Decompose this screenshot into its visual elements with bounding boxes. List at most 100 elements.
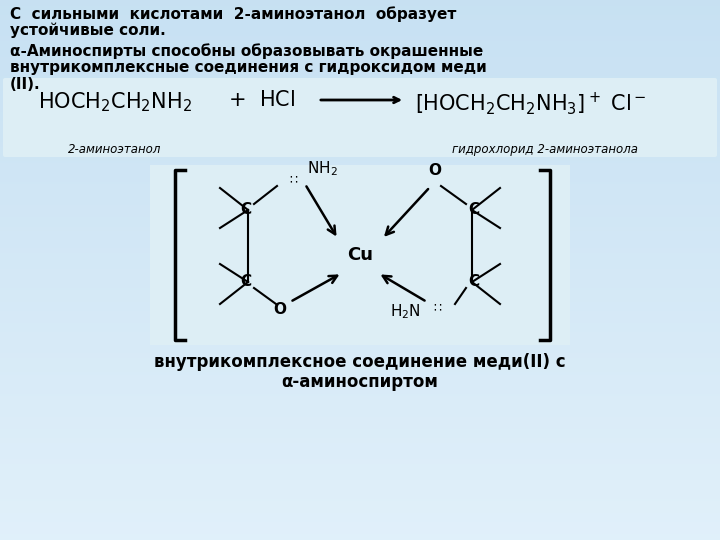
Bar [0,504,720,505]
Bar [0,134,720,135]
Bar [0,347,720,348]
Bar [0,242,720,243]
Bar [0,321,720,322]
Bar [0,324,720,325]
Bar [0,130,720,131]
Text: $\mathsf{+\ \ HCl}$: $\mathsf{+\ \ HCl}$ [228,90,295,110]
Bar [0,265,720,266]
Bar [0,125,720,126]
Bar [0,449,720,450]
Bar [0,65,720,66]
Bar [0,97,720,98]
Bar [0,177,720,178]
Bar [0,491,720,492]
Bar [0,286,720,287]
Bar [0,535,720,536]
Bar [0,514,720,515]
Bar [0,407,720,408]
Bar [0,167,720,168]
Bar [0,306,720,307]
Bar [0,228,720,229]
Bar [0,450,720,451]
Bar [0,468,720,469]
Bar [0,246,720,247]
Bar [0,295,720,296]
Bar [0,255,720,256]
Bar [0,32,720,33]
Text: Cu: Cu [347,246,373,264]
Bar [0,271,720,272]
Bar [0,397,720,398]
Bar [0,20,720,21]
Bar [0,502,720,503]
Bar [0,233,720,234]
Bar [0,108,720,109]
Bar [0,316,720,317]
Bar [0,161,720,162]
Bar [0,313,720,314]
Bar [0,258,720,259]
Bar [0,153,720,154]
Bar [0,217,720,218]
Text: α-Аминоспирты способны образовывать окрашенные: α-Аминоспирты способны образовывать окра… [10,43,483,59]
Bar [0,77,720,78]
Bar [0,426,720,427]
Bar [0,163,720,164]
Bar [0,78,720,79]
Bar [0,202,720,203]
Bar [0,388,720,389]
Bar [0,337,720,338]
Bar [0,191,720,192]
Bar [0,198,720,199]
Bar [0,249,720,250]
Bar [0,223,720,224]
Bar [0,187,720,188]
Bar [0,102,720,103]
Bar [0,342,720,343]
Bar [0,277,720,278]
Text: гидрохлорид 2-аминоэтанола: гидрохлорид 2-аминоэтанола [452,143,638,156]
Bar [0,375,720,376]
Bar [0,328,720,329]
Bar [0,248,720,249]
Bar [0,18,720,19]
Bar [0,183,720,184]
Bar [0,8,720,9]
Bar [0,309,720,310]
Bar [0,168,720,169]
Bar [0,195,720,196]
Bar [0,354,720,355]
Bar [0,99,720,100]
Bar [0,345,720,346]
Bar [0,349,720,350]
Bar [0,71,720,72]
Bar [0,326,720,327]
Bar [0,400,720,401]
Bar [0,6,720,7]
Bar [0,487,720,488]
Bar [0,86,720,87]
Bar [0,48,720,49]
Bar [0,508,720,509]
Bar [0,176,720,177]
Bar [0,205,720,206]
Bar [0,385,720,386]
Bar [0,274,720,275]
Bar [0,492,720,493]
Bar [0,252,720,253]
Bar [0,331,720,332]
Bar [0,137,720,138]
Bar [0,490,720,491]
Bar [0,98,720,99]
Bar [0,208,720,209]
Bar [0,263,720,264]
Bar [0,408,720,409]
Bar [0,216,720,217]
Bar [0,44,720,45]
Bar [0,127,720,128]
Bar [0,317,720,318]
Bar [0,356,720,357]
Bar [0,522,720,523]
Bar [0,35,720,36]
Bar [0,359,720,360]
